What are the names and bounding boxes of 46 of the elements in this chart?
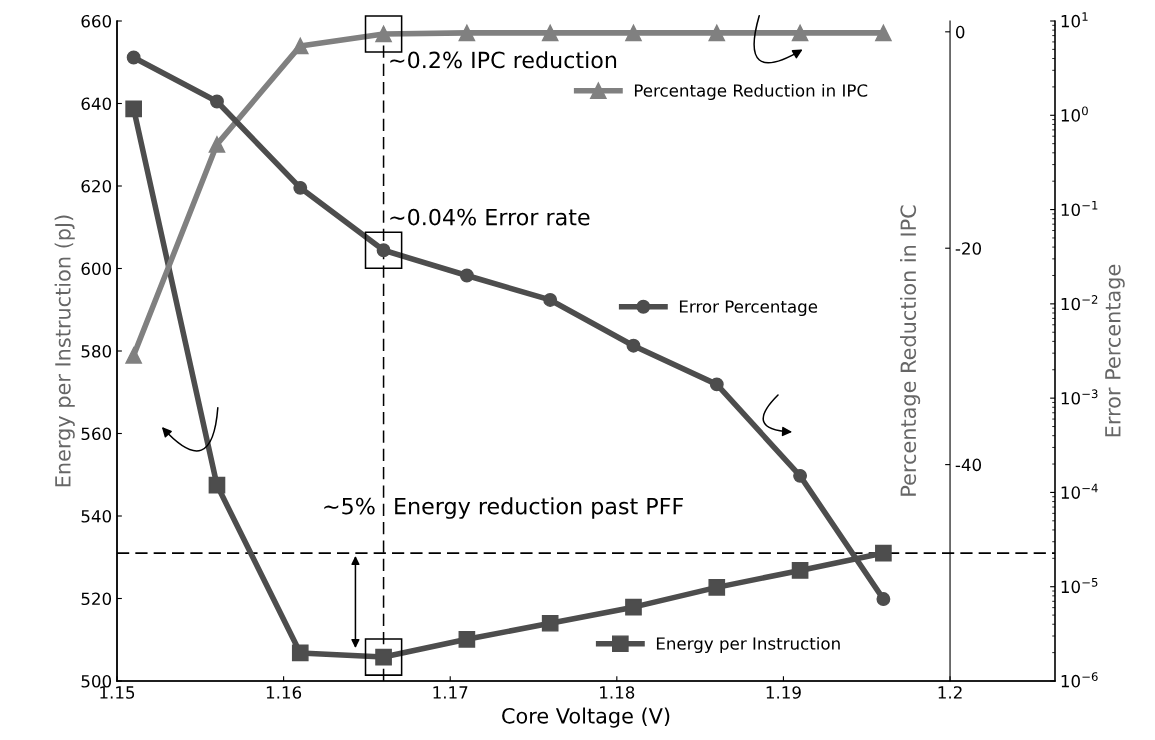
y-tick-label: 520 <box>81 592 112 606</box>
legend-label: Percentage Reduction in IPC <box>634 83 868 101</box>
y3-tick-label: 10$^{−1}$ <box>1061 200 1098 217</box>
y-tick-label: 500 <box>81 674 112 688</box>
annotation: ~0.2% IPC reduction <box>390 51 617 69</box>
y3-tick-label: 10$^{−3}$ <box>1061 389 1098 405</box>
x-axis-title: Core Voltage (V) <box>502 707 670 728</box>
y-tick-label: 580 <box>81 344 112 358</box>
x-tick-label: 1.17 <box>433 686 468 699</box>
y-axis-title: Energy per Instruction (pJ) <box>54 215 75 487</box>
legend-label: Error Percentage <box>679 300 818 317</box>
point <box>293 180 308 195</box>
point <box>210 94 224 109</box>
y2-tick-label: -40 <box>955 458 982 472</box>
y2-axis-title: Percentage Reduction in IPC <box>900 205 921 496</box>
y2-tick-label: -20 <box>955 242 982 255</box>
y3-tick-label: 10$^{−2}$ <box>1061 295 1098 311</box>
annotation: ~5% <box>324 497 375 515</box>
x-tick-label: 1.2 <box>938 686 962 699</box>
y-tick-label: 600 <box>81 262 112 276</box>
x-tick-label: 1.16 <box>266 686 302 699</box>
y3-tick-label: 10$^{−6}$ <box>1061 672 1098 688</box>
point <box>626 338 641 353</box>
y-tick-label: 540 <box>81 509 112 523</box>
point <box>126 50 141 65</box>
annotation: ~0.04% Error rate <box>390 208 590 226</box>
y3-tick-label: 10$^{1}$ <box>1061 12 1088 28</box>
y3-axis-title: Error Percentage <box>1105 264 1125 437</box>
x-tick-label: 1.15 <box>100 686 135 699</box>
y-tick-label: 620 <box>81 179 112 193</box>
legend-label: Energy per Instruction <box>656 636 840 654</box>
y2-tick-label: 0 <box>956 25 965 39</box>
y-tick-label: 660 <box>81 14 112 28</box>
point <box>543 293 558 307</box>
x-tick-label: 1.18 <box>600 686 635 699</box>
y-tick-label: 560 <box>81 427 112 441</box>
point <box>793 468 808 483</box>
y-tick-label: 640 <box>81 97 112 111</box>
y3-tick-label: 10$^{−5}$ <box>1061 578 1098 594</box>
y3-tick-label: 10$^{−4}$ <box>1061 483 1098 499</box>
point <box>709 377 724 392</box>
annotation: Energy reduction past PFF <box>395 497 683 519</box>
x-tick-label: 1.19 <box>766 686 801 699</box>
point <box>459 268 474 283</box>
point <box>876 592 891 606</box>
y3-tick-label: 10$^{0}$ <box>1061 106 1088 122</box>
